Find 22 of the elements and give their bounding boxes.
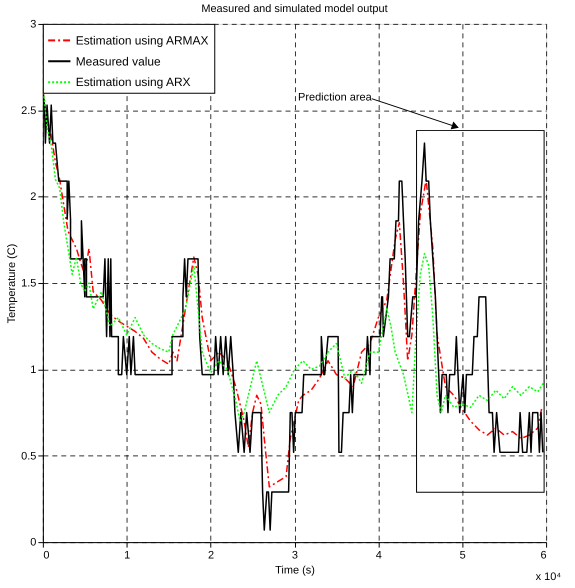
y-tick-label: 2 xyxy=(30,191,36,204)
x-tick-label: 2 xyxy=(208,550,214,562)
legend-label: Estimation using ARX xyxy=(76,75,191,90)
annotation: Prediction area xyxy=(298,92,373,104)
y-tick-label: 1 xyxy=(30,364,36,376)
y-tick-label: 3 xyxy=(30,18,36,30)
x-tick-label: 0 xyxy=(43,550,50,562)
x-tick-label: 6 xyxy=(540,550,547,562)
x-tick-label: 3 xyxy=(292,550,298,562)
x-tick-label: 5 xyxy=(460,550,466,562)
legend-label: Estimation using ARMAX xyxy=(76,33,208,48)
x-axis-title: Time (s) xyxy=(275,564,315,577)
y-tick-label: 1.5 xyxy=(21,278,36,290)
x-tick-label: 1 xyxy=(124,550,130,562)
y-tick-label: 0.5 xyxy=(21,450,36,462)
text: x 10⁴ xyxy=(536,571,562,583)
chart-title: Measured and simulated model output xyxy=(201,2,388,15)
y-tick-label: 2.5 xyxy=(21,104,36,117)
y-tick-label: 0 xyxy=(30,536,36,549)
x-tick-label: 4 xyxy=(376,550,382,562)
y-axis-title: Temperature (C) xyxy=(6,244,18,324)
legend-label: Measured value xyxy=(76,54,162,68)
